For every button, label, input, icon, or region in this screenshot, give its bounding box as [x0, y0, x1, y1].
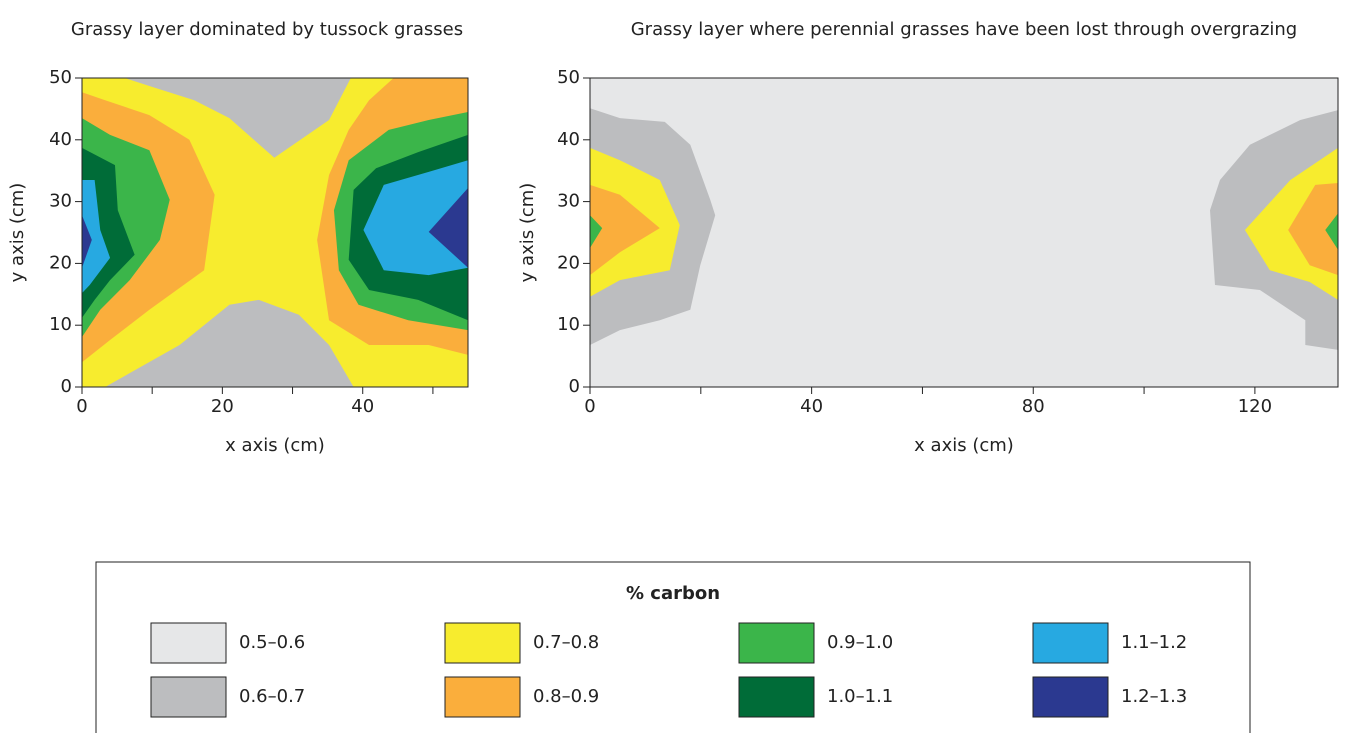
legend-label: 1.0–1.1 — [827, 686, 893, 707]
x-tick-label: 80 — [1022, 396, 1045, 417]
legend-swatch — [738, 622, 815, 664]
y-tick-label: 40 — [49, 129, 72, 150]
legend-swatch — [1032, 622, 1109, 664]
legend-label: 1.1–1.2 — [1121, 632, 1187, 653]
y-tick-label: 20 — [49, 252, 72, 273]
contour-region — [428, 188, 468, 268]
contour-region — [105, 299, 354, 387]
y-tick-label: 20 — [557, 252, 580, 273]
legend-label: 0.6–0.7 — [239, 686, 305, 707]
y-tick-label: 50 — [49, 67, 72, 88]
contour-region — [82, 215, 92, 268]
x-axis-label: x axis (cm) — [914, 435, 1014, 456]
plot-frame — [81, 77, 469, 388]
legend-swatch — [150, 676, 227, 718]
contour-region — [1325, 213, 1338, 250]
y-tick-label: 10 — [49, 314, 72, 335]
legend-swatch — [444, 622, 521, 664]
legend-swatch — [738, 676, 815, 718]
contour-region — [590, 184, 660, 276]
legend-label: 1.2–1.3 — [1121, 686, 1187, 707]
legend-label: 0.9–1.0 — [827, 632, 893, 653]
legend-swatch — [444, 676, 521, 718]
x-tick-label: 0 — [76, 396, 87, 417]
contour-region — [1288, 183, 1338, 276]
chart-title: Grassy layer dominated by tussock grasse… — [71, 19, 463, 40]
y-tick-label: 0 — [569, 376, 580, 397]
y-tick-label: 30 — [49, 191, 72, 212]
legend-swatch — [1032, 676, 1109, 718]
legend-title: % carbon — [626, 583, 720, 604]
legend-label: 0.8–0.9 — [533, 686, 599, 707]
x-tick-label: 40 — [351, 396, 374, 417]
y-tick-label: 0 — [61, 376, 72, 397]
y-tick-label: 40 — [557, 129, 580, 150]
x-tick-label: 120 — [1238, 396, 1272, 417]
x-tick-label: 40 — [800, 396, 823, 417]
y-tick-label: 10 — [557, 314, 580, 335]
legend-label: 0.7–0.8 — [533, 632, 599, 653]
y-tick-label: 30 — [557, 191, 580, 212]
y-tick-label: 50 — [557, 67, 580, 88]
x-axis-label: x axis (cm) — [225, 435, 325, 456]
x-tick-label: 20 — [211, 396, 234, 417]
plot-frame — [589, 77, 1339, 388]
chart-title: Grassy layer where perennial grasses hav… — [631, 19, 1298, 40]
contour-region — [124, 78, 351, 158]
contour-region — [82, 179, 111, 294]
legend-label: 0.5–0.6 — [239, 632, 305, 653]
y-axis-label: y axis (cm) — [517, 183, 538, 283]
x-tick-label: 0 — [584, 396, 595, 417]
y-axis-label: y axis (cm) — [7, 183, 28, 283]
contour-region — [590, 215, 603, 248]
legend-swatch — [150, 622, 227, 664]
contour-region — [363, 160, 468, 276]
